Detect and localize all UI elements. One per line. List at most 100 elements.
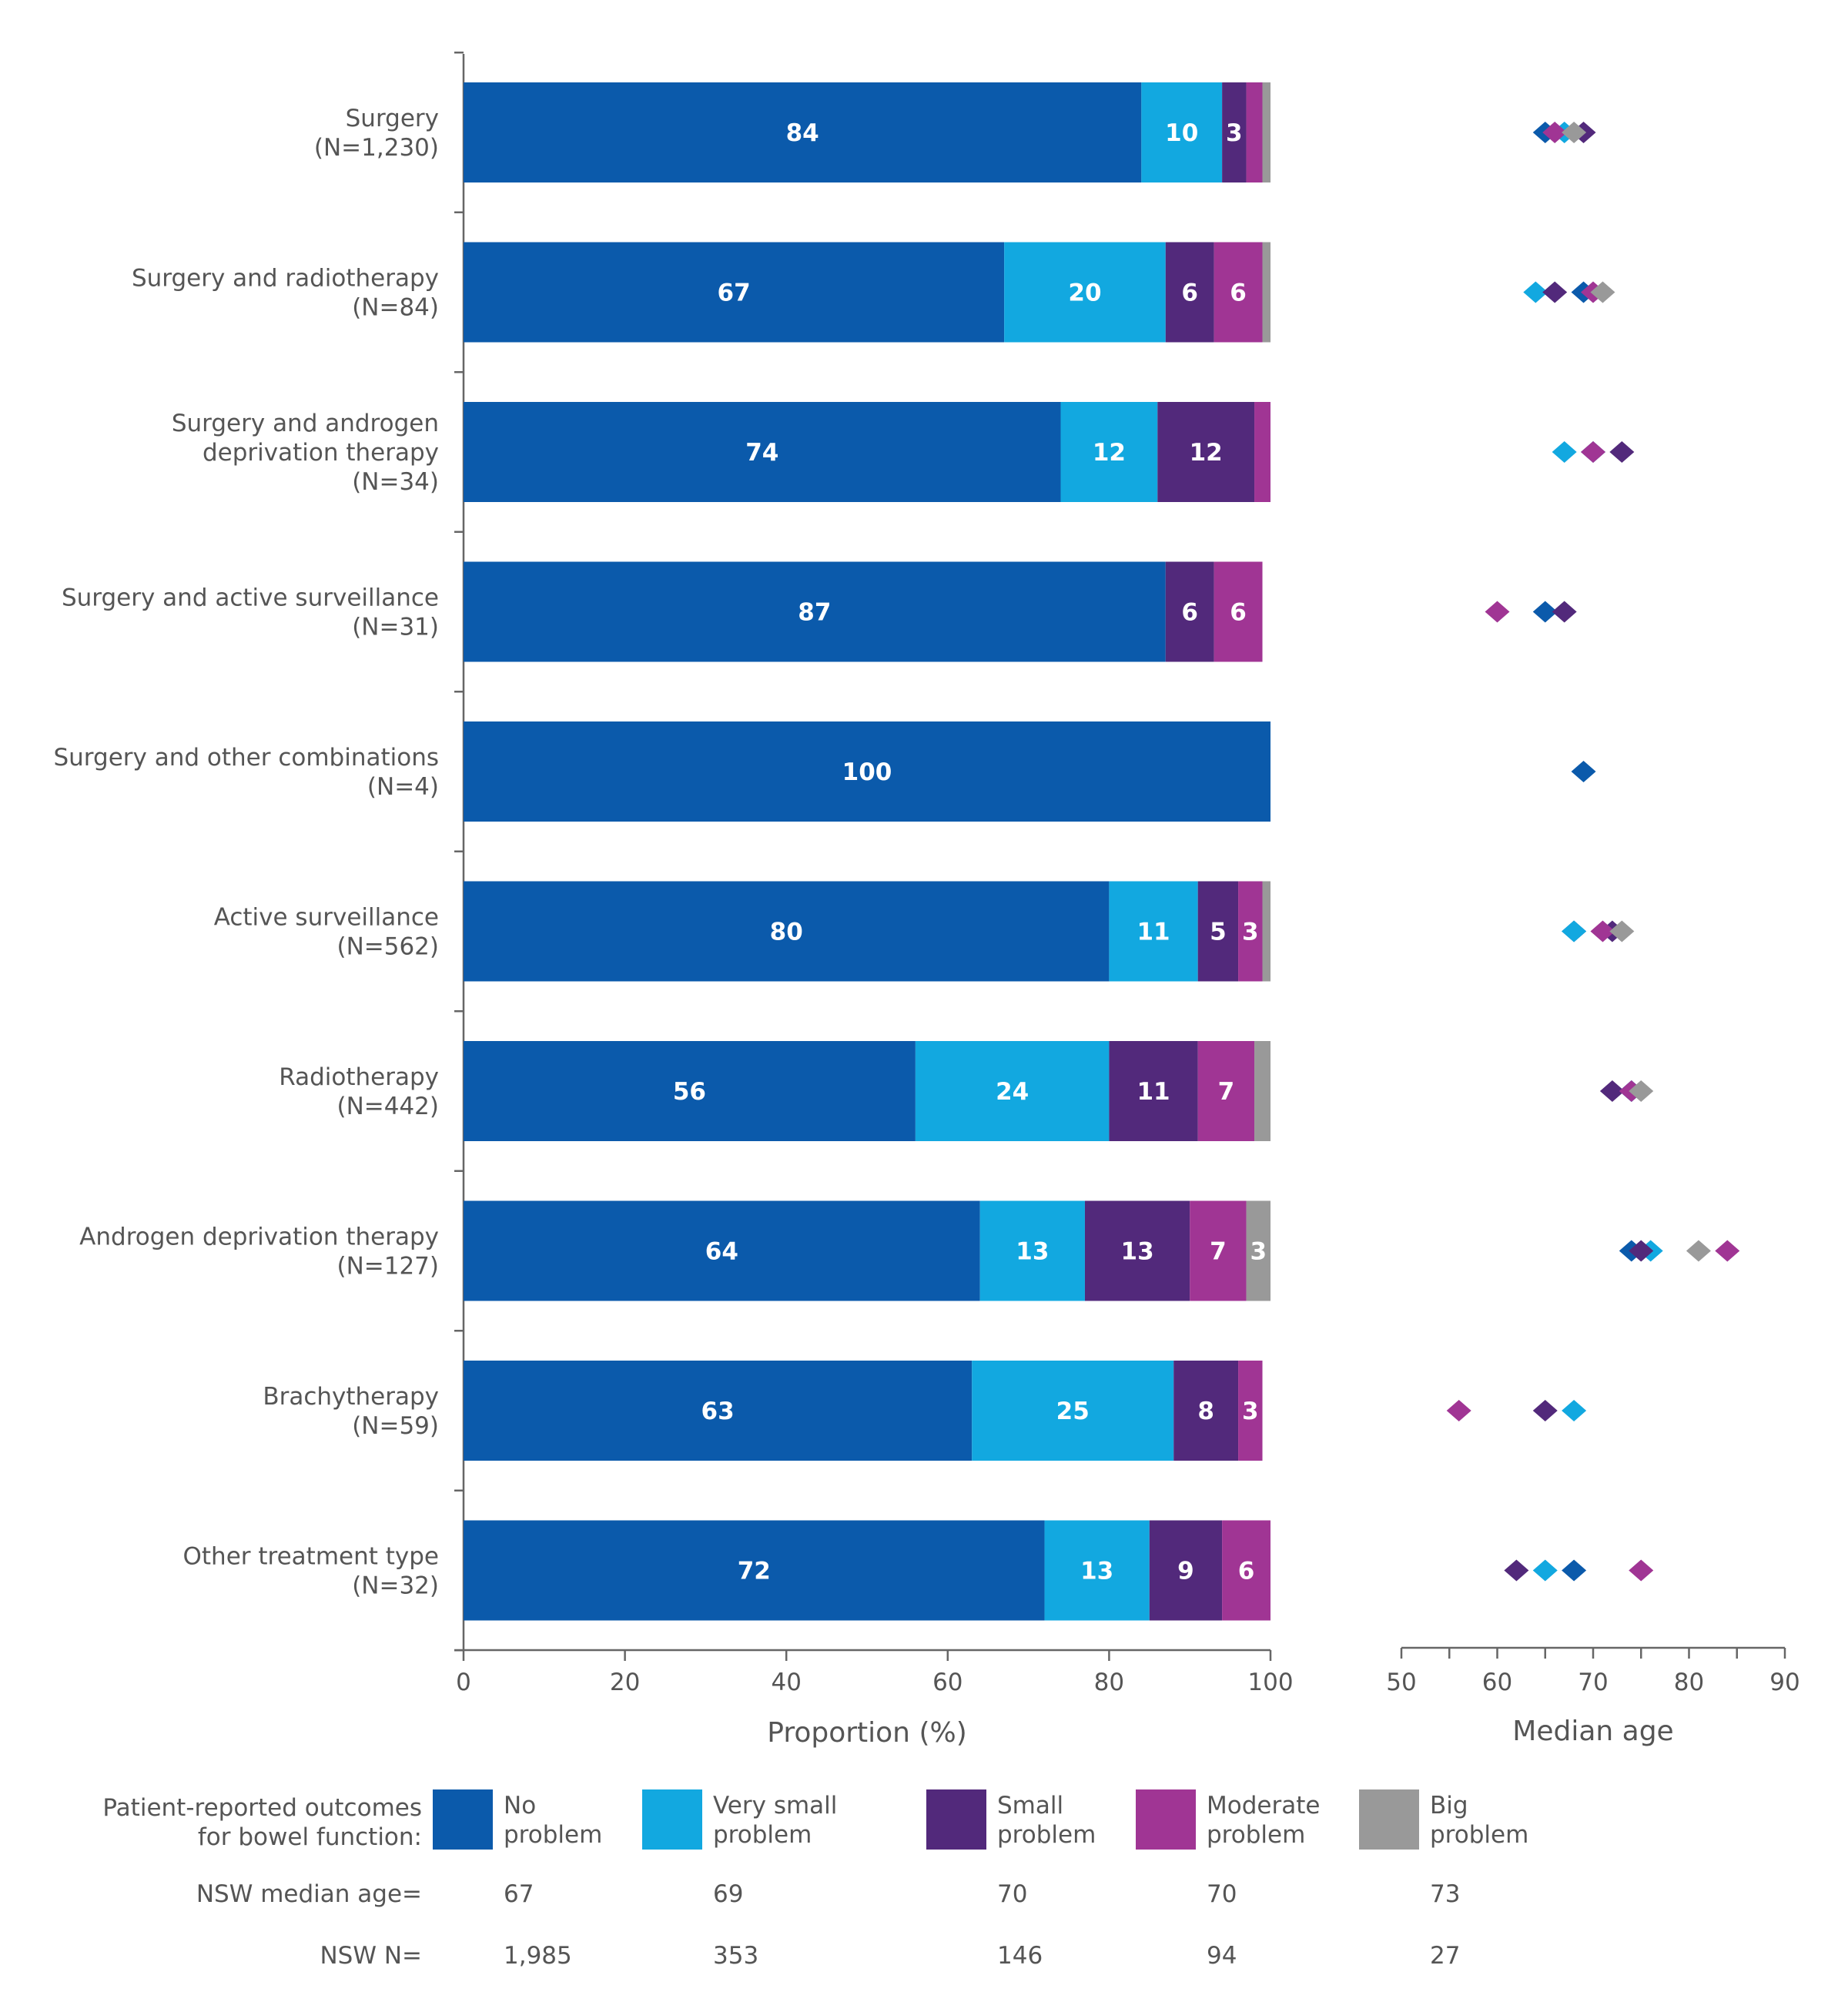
bar-segment (972, 1361, 1174, 1461)
bar-value-label: 25 (1056, 1398, 1090, 1425)
bar-segment (1246, 1200, 1270, 1301)
bar-segment (464, 82, 1142, 182)
bar-segment (1262, 242, 1270, 343)
bar-value-label: 56 (673, 1078, 706, 1106)
age-axis-title: Median age (1512, 1716, 1673, 1747)
bar-segment (979, 1200, 1085, 1301)
category-label: Androgen deprivation therapy (79, 1224, 439, 1251)
median-age-marker (1590, 281, 1615, 303)
bar-segment (1165, 561, 1214, 662)
bar-segment (1254, 402, 1270, 502)
bar-segment (1222, 1520, 1270, 1621)
bar-segment (1214, 561, 1263, 662)
bar-segment (1109, 1041, 1198, 1141)
bar-value-label: 11 (1137, 1078, 1170, 1106)
category-label: Other treatment type (183, 1543, 440, 1571)
median-age-marker (1581, 441, 1605, 463)
bar-value-label: 6 (1238, 1558, 1255, 1585)
bar-value-label: 20 (1068, 280, 1101, 307)
median-age-marker (1504, 1559, 1529, 1582)
legend-label: Big (1430, 1792, 1468, 1820)
median-age-marker (1686, 1240, 1711, 1262)
bar-value-label: 6 (1181, 599, 1198, 627)
bar-segment (1060, 402, 1158, 502)
legend-label: problem (1207, 1821, 1305, 1849)
median-age-marker (1629, 1240, 1654, 1262)
bar-segment (1109, 881, 1198, 982)
x-tick-label: 0 (456, 1669, 471, 1696)
nsw-n-value: 1,985 (504, 1942, 572, 1970)
median-age-marker (1523, 281, 1548, 303)
category-label: Active surveillance (214, 904, 439, 932)
bar-value-label: 100 (842, 758, 892, 786)
legend-label: Moderate (1207, 1792, 1320, 1820)
bar-segment (1165, 242, 1214, 343)
bar-segment (1173, 1361, 1239, 1461)
legend-title: Patient-reported outcomes (102, 1794, 422, 1822)
category-label: Brachytherapy (263, 1383, 439, 1411)
bar-segment (464, 242, 1005, 343)
bar-segment (464, 1520, 1045, 1621)
bar-segment (464, 1200, 980, 1301)
bar-value-label: 84 (786, 119, 819, 147)
bar-value-label: 3 (1250, 1238, 1267, 1266)
category-label: (N=59) (352, 1412, 439, 1440)
bar-segment (1262, 881, 1270, 982)
bar-segment (464, 1041, 916, 1141)
x-tick-label: 60 (932, 1669, 962, 1696)
bar-value-label: 13 (1080, 1558, 1113, 1585)
legend-label: problem (713, 1821, 812, 1849)
bar-value-label: 3 (1242, 1398, 1259, 1425)
bar-segment (1246, 82, 1263, 182)
legend-swatch (433, 1789, 493, 1850)
median-age-marker (1590, 920, 1615, 942)
bar-value-label: 13 (1016, 1238, 1049, 1266)
category-label: (N=127) (336, 1253, 439, 1281)
bar-value-label: 3 (1242, 919, 1259, 946)
category-label: (N=562) (336, 933, 439, 961)
bar-value-label: 80 (770, 919, 803, 946)
median-age-marker (1571, 761, 1596, 782)
bar-value-label: 11 (1137, 919, 1170, 946)
bar-value-label: 3 (1226, 119, 1243, 147)
age-tick-label: 50 (1386, 1669, 1416, 1696)
category-label: (N=34) (352, 468, 439, 496)
category-label: Surgery and other combinations (53, 744, 439, 772)
bar-segment (1222, 82, 1247, 182)
x-axis-title: Proportion (%) (767, 1717, 967, 1749)
median-age-marker (1609, 441, 1635, 463)
nsw-median-age-value: 67 (504, 1880, 534, 1908)
median-age-marker (1562, 122, 1587, 143)
category-label: Radiotherapy (279, 1063, 439, 1091)
median-age-marker (1609, 920, 1635, 942)
nsw-median-age-value: 73 (1430, 1880, 1460, 1908)
age-tick-label: 80 (1674, 1669, 1704, 1696)
age-tick-label: 70 (1578, 1669, 1608, 1696)
category-label: Surgery (346, 105, 439, 132)
median-age-marker (1552, 441, 1577, 463)
bar-value-label: 9 (1177, 1558, 1194, 1585)
bar-segment (1214, 242, 1263, 343)
bar-segment (1190, 1200, 1247, 1301)
nsw-n-value: 353 (713, 1942, 758, 1970)
bar-value-label: 8 (1197, 1398, 1214, 1425)
bar-segment (1238, 881, 1263, 982)
bar-segment (464, 561, 1166, 662)
bar-value-label: 12 (1190, 439, 1223, 467)
age-tick-label: 90 (1769, 1669, 1799, 1696)
bar-value-label: 63 (701, 1398, 735, 1425)
bar-value-label: 7 (1210, 1238, 1227, 1266)
bar-value-label: 5 (1210, 919, 1227, 946)
bar-value-label: 10 (1165, 119, 1198, 147)
median-age-marker (1552, 601, 1577, 623)
x-tick-label: 20 (610, 1669, 640, 1696)
bar-segment (1197, 881, 1239, 982)
nsw-n-value: 146 (997, 1942, 1043, 1970)
median-age-marker (1562, 1559, 1587, 1582)
x-tick-label: 80 (1094, 1669, 1124, 1696)
bar-segment (915, 1041, 1110, 1141)
bar-segment (1157, 402, 1255, 502)
median-age-marker (1542, 122, 1568, 143)
legend-swatch (1136, 1789, 1196, 1850)
median-age-marker (1715, 1240, 1740, 1262)
